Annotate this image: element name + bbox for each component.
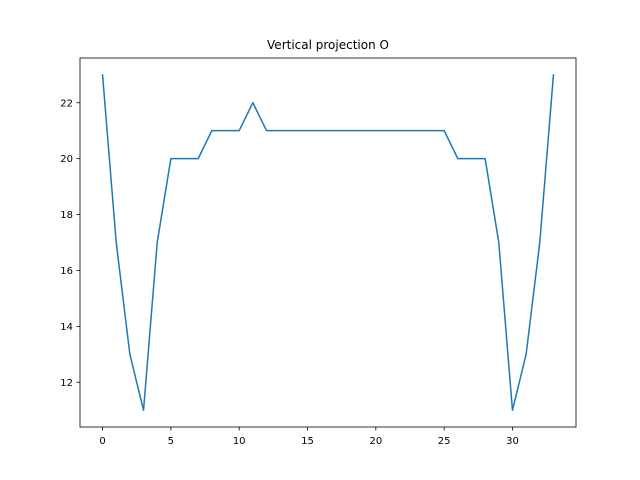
y-tick-label: 12 [60, 378, 73, 389]
x-tick-label: 25 [438, 436, 451, 447]
y-tick-label: 20 [60, 154, 73, 165]
plot-area [101, 73, 555, 411]
x-tick-label: 15 [301, 436, 314, 447]
y-tick-label: 14 [60, 322, 73, 333]
x-tick-label: 10 [233, 436, 246, 447]
chart-title: Vertical projection O [267, 38, 389, 52]
series-line [101, 73, 555, 411]
y-tick-label: 18 [60, 210, 73, 221]
y-tick-label: 16 [60, 266, 73, 277]
plot-frame [79, 57, 577, 428]
x-tick-label: 0 [99, 436, 105, 447]
x-tick-label: 30 [506, 436, 519, 447]
x-axis: 0 5 10 15 20 25 30 [99, 427, 519, 447]
y-axis: 12 14 16 18 20 22 [60, 98, 80, 389]
x-tick-label: 20 [369, 436, 382, 447]
y-tick-label: 22 [60, 98, 73, 109]
x-tick-label: 5 [168, 436, 174, 447]
